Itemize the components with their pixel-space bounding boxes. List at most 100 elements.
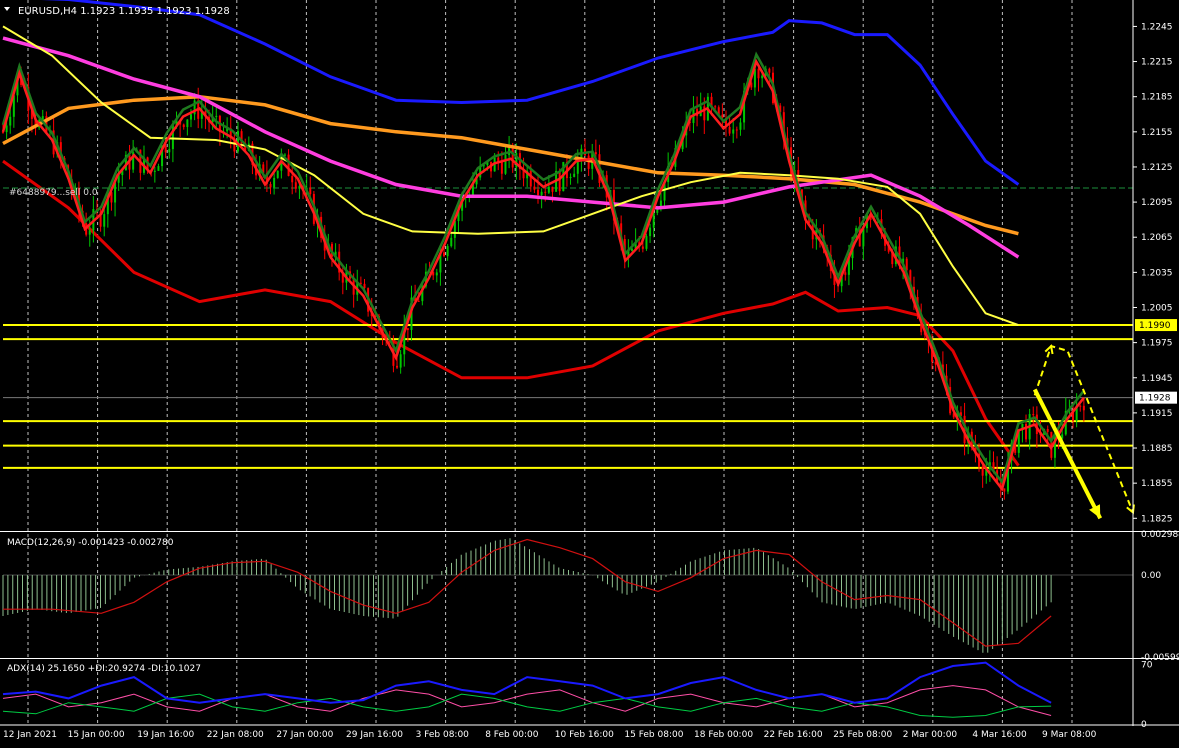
candle-body bbox=[309, 187, 312, 194]
candle-body bbox=[34, 118, 37, 128]
candle-body bbox=[602, 175, 605, 183]
candle-body bbox=[200, 111, 203, 119]
candle-body bbox=[1032, 414, 1035, 416]
current-price-tag-label: 1.1928 bbox=[1139, 394, 1171, 404]
candle-body bbox=[587, 155, 590, 169]
candle-body bbox=[265, 172, 268, 184]
candle-body bbox=[504, 155, 507, 174]
candle-body bbox=[421, 286, 424, 302]
candle-body bbox=[9, 116, 12, 126]
candle-body bbox=[515, 153, 518, 168]
candle-body bbox=[168, 149, 171, 153]
x-axis-tick-label: 22 Feb 16:00 bbox=[764, 730, 823, 740]
candle-body bbox=[1014, 442, 1017, 453]
candle-body bbox=[547, 186, 550, 193]
candle-body bbox=[99, 211, 102, 227]
candle-body bbox=[659, 200, 662, 207]
candle-body bbox=[717, 107, 720, 115]
candle-body bbox=[471, 184, 474, 196]
candle-body bbox=[283, 154, 286, 156]
candle-body bbox=[396, 365, 399, 368]
candle-body bbox=[887, 245, 890, 252]
macd-axis-tick-label: -0.005991 bbox=[1141, 653, 1179, 663]
candle-body bbox=[894, 246, 897, 265]
candle-body bbox=[529, 170, 532, 187]
dashed-forecast-path[interactable] bbox=[1033, 344, 1134, 513]
candle-body bbox=[161, 146, 164, 167]
price-axis-tick-label: 1.1885 bbox=[1141, 444, 1173, 454]
candle-body bbox=[164, 146, 167, 153]
candle-body bbox=[1061, 434, 1064, 439]
price-axis-tick-label: 1.1975 bbox=[1141, 339, 1173, 349]
candle-body bbox=[1003, 488, 1006, 492]
bearish-forecast-arrow[interactable] bbox=[1032, 388, 1103, 520]
candle-body bbox=[649, 227, 652, 237]
candle-body bbox=[486, 161, 489, 166]
candle-body bbox=[121, 170, 124, 176]
chart-menu-triangle-icon[interactable] bbox=[4, 7, 10, 11]
candle-body bbox=[959, 412, 962, 416]
candle-body bbox=[269, 183, 272, 188]
candle-body bbox=[782, 112, 785, 139]
candle-body bbox=[779, 105, 782, 113]
candle-body bbox=[186, 119, 189, 128]
candle-body bbox=[652, 212, 655, 228]
price-axis-tick-label: 1.1945 bbox=[1141, 374, 1173, 384]
candle-body bbox=[103, 214, 106, 227]
candle-body bbox=[551, 186, 554, 192]
x-axis-tick-label: 22 Jan 08:00 bbox=[207, 730, 264, 740]
candle-body bbox=[739, 122, 742, 130]
candle-body bbox=[229, 128, 232, 139]
candle-body bbox=[457, 210, 460, 222]
candle-body bbox=[77, 187, 80, 211]
x-axis-tick-label: 19 Jan 16:00 bbox=[137, 730, 194, 740]
candle-body bbox=[511, 147, 514, 168]
candle-body bbox=[171, 125, 174, 150]
candle-body bbox=[244, 143, 247, 151]
candle-body bbox=[211, 116, 214, 123]
candle-body bbox=[963, 415, 966, 444]
x-axis-tick-label: 18 Feb 00:00 bbox=[694, 730, 753, 740]
macd-signal-line bbox=[3, 538, 1052, 647]
candle-body bbox=[226, 128, 229, 132]
candle-body bbox=[417, 300, 420, 302]
candle-body bbox=[714, 106, 717, 108]
candle-body bbox=[16, 76, 19, 96]
adx-minus-di-line bbox=[2, 685, 1052, 716]
candle-body bbox=[956, 412, 959, 418]
upper-band-line bbox=[41, 0, 1020, 186]
candle-body bbox=[124, 154, 127, 171]
candle-body bbox=[475, 177, 478, 185]
candle-body bbox=[847, 258, 850, 275]
candle-body bbox=[540, 191, 543, 195]
candle-body bbox=[453, 221, 456, 238]
candle-body bbox=[808, 217, 811, 224]
candle-body bbox=[182, 124, 185, 128]
macd-axis-tick-label: 0.00 bbox=[1141, 571, 1161, 581]
candle-body bbox=[862, 228, 865, 247]
price-axis-tick-label: 1.2215 bbox=[1141, 58, 1173, 68]
candle-body bbox=[5, 125, 8, 133]
current-price-tag bbox=[1135, 391, 1177, 404]
x-axis-tick-label: 10 Feb 16:00 bbox=[555, 730, 614, 740]
candle-body bbox=[117, 175, 120, 183]
price-axis-tick-label: 1.2065 bbox=[1141, 233, 1173, 243]
candle-body bbox=[88, 230, 91, 235]
x-axis-tick-label: 27 Jan 00:00 bbox=[276, 730, 333, 740]
candle-body bbox=[153, 170, 156, 172]
candle-body bbox=[724, 117, 727, 127]
candle-body bbox=[106, 192, 109, 215]
candle-body bbox=[627, 250, 630, 257]
x-axis-tick-label: 3 Feb 08:00 bbox=[416, 730, 470, 740]
candle-body bbox=[909, 270, 912, 287]
candle-body bbox=[157, 166, 160, 171]
x-axis-tick-label: 29 Jan 16:00 bbox=[346, 730, 403, 740]
candle-body bbox=[435, 272, 438, 276]
price-axis-tick-label: 1.1825 bbox=[1141, 514, 1173, 524]
candle-body bbox=[276, 170, 279, 178]
candle-body bbox=[432, 271, 435, 276]
candle-body bbox=[406, 328, 409, 331]
candle-body bbox=[500, 162, 503, 174]
